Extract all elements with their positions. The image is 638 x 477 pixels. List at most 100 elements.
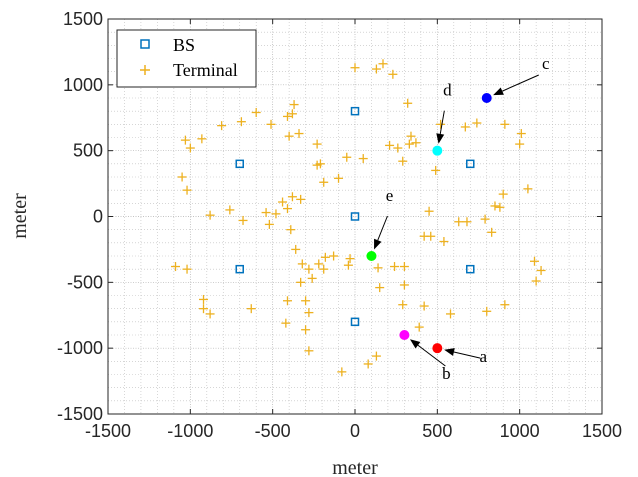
terminal-marker	[431, 165, 441, 175]
terminal-marker	[296, 194, 306, 204]
arrow-head-b	[409, 339, 421, 349]
terminal-marker	[266, 119, 276, 129]
terminal-marker	[498, 189, 508, 199]
terminal-marker	[171, 262, 181, 272]
terminal-marker	[319, 177, 329, 187]
terminal-marker	[291, 244, 301, 254]
terminal-marker	[296, 277, 306, 287]
terminal-marker	[304, 264, 314, 274]
terminal-marker	[343, 260, 353, 270]
legend-box	[116, 29, 257, 88]
terminal-marker	[462, 217, 472, 227]
terminal-marker	[217, 121, 227, 131]
terminal-marker	[312, 160, 322, 170]
data-markers	[171, 59, 546, 377]
terminal-marker	[480, 214, 490, 224]
legend-terminal-marker	[140, 65, 150, 75]
terminal-marker	[314, 259, 324, 269]
annotation-label-a: a	[480, 347, 488, 366]
terminal-marker	[236, 117, 246, 127]
terminal-marker	[375, 283, 385, 293]
arrow-b	[417, 344, 446, 367]
terminal-marker	[282, 204, 292, 214]
terminal-marker	[385, 140, 395, 150]
terminal-marker	[329, 251, 339, 261]
terminal-marker	[388, 69, 398, 79]
arrow-head-d	[436, 133, 445, 144]
terminal-marker	[312, 139, 322, 149]
terminal-marker	[199, 304, 209, 314]
terminal-marker	[419, 301, 429, 311]
terminal-marker	[406, 131, 416, 141]
x-axis-title: meter	[332, 457, 378, 477]
terminal-marker	[261, 208, 271, 218]
terminal-marker	[180, 135, 190, 145]
terminal-marker	[482, 306, 492, 316]
terminal-marker	[342, 152, 352, 162]
terminal-marker	[436, 119, 446, 129]
terminal-marker	[185, 143, 195, 153]
terminal-marker	[404, 139, 414, 149]
y-tick-label: -500	[67, 272, 103, 292]
arrow-c	[502, 74, 539, 92]
y-tick-label: -1000	[57, 338, 103, 358]
legend-terminal-label: Terminal	[173, 60, 238, 80]
annotations: a b c d e	[374, 54, 550, 383]
terminal-marker	[278, 197, 288, 207]
terminal-marker	[393, 143, 403, 153]
terminal-marker	[536, 265, 546, 275]
highlight-point-c	[481, 93, 492, 103]
terminal-marker	[500, 300, 510, 310]
bs-marker	[235, 264, 244, 274]
terminal-marker	[472, 118, 482, 128]
terminal-marker	[350, 63, 360, 73]
terminal-marker	[363, 359, 373, 369]
terminal-marker	[320, 252, 330, 262]
x-tick-label: -1500	[85, 421, 131, 441]
terminal-marker	[523, 184, 533, 194]
bs-marker	[235, 159, 244, 169]
terminal-marker	[304, 308, 314, 318]
arrow-head-e	[374, 238, 382, 250]
terminal-marker	[182, 264, 192, 274]
highlight-point-b	[399, 330, 410, 340]
terminal-marker	[251, 107, 261, 117]
terminal-marker	[177, 172, 187, 182]
y-tick-label: -1500	[57, 404, 103, 424]
bs-marker	[350, 317, 360, 327]
axis-ticks	[107, 18, 603, 415]
terminal-marker	[334, 173, 344, 183]
x-tick-label: 1500	[582, 421, 622, 441]
highlight-point-d	[432, 145, 443, 156]
legend-bs-label: BS	[173, 35, 195, 55]
terminal-marker	[282, 111, 292, 121]
terminal-marker	[225, 205, 235, 215]
terminal-marker	[287, 109, 297, 119]
annotation-label-b: b	[442, 364, 451, 383]
terminal-marker	[419, 231, 429, 241]
terminal-marker	[516, 129, 526, 139]
terminal-marker	[197, 134, 207, 144]
arrow-a	[453, 351, 481, 359]
x-tick-label: -1000	[167, 421, 213, 441]
arrow-d	[439, 110, 445, 135]
terminal-marker	[286, 225, 296, 235]
terminal-marker	[446, 309, 456, 319]
terminal-marker	[399, 280, 409, 290]
bs-marker	[466, 264, 475, 274]
terminal-marker	[373, 263, 383, 273]
terminal-marker	[398, 156, 408, 166]
tick-labels: -1500 -1000 -500 0 500 1000 1500 -1500 -1000 -500…	[57, 9, 622, 441]
terminal-marker	[319, 264, 329, 274]
terminal-marker	[439, 237, 449, 247]
arrow-head-a	[444, 348, 455, 356]
terminal-marker	[238, 215, 248, 225]
terminal-marker	[454, 217, 464, 227]
terminal-marker	[337, 367, 347, 377]
highlight-point-e	[366, 251, 377, 261]
terminal-marker	[301, 325, 311, 335]
y-tick-label: 1500	[63, 9, 103, 29]
terminal-marker	[284, 131, 294, 141]
terminal-marker	[403, 98, 413, 108]
